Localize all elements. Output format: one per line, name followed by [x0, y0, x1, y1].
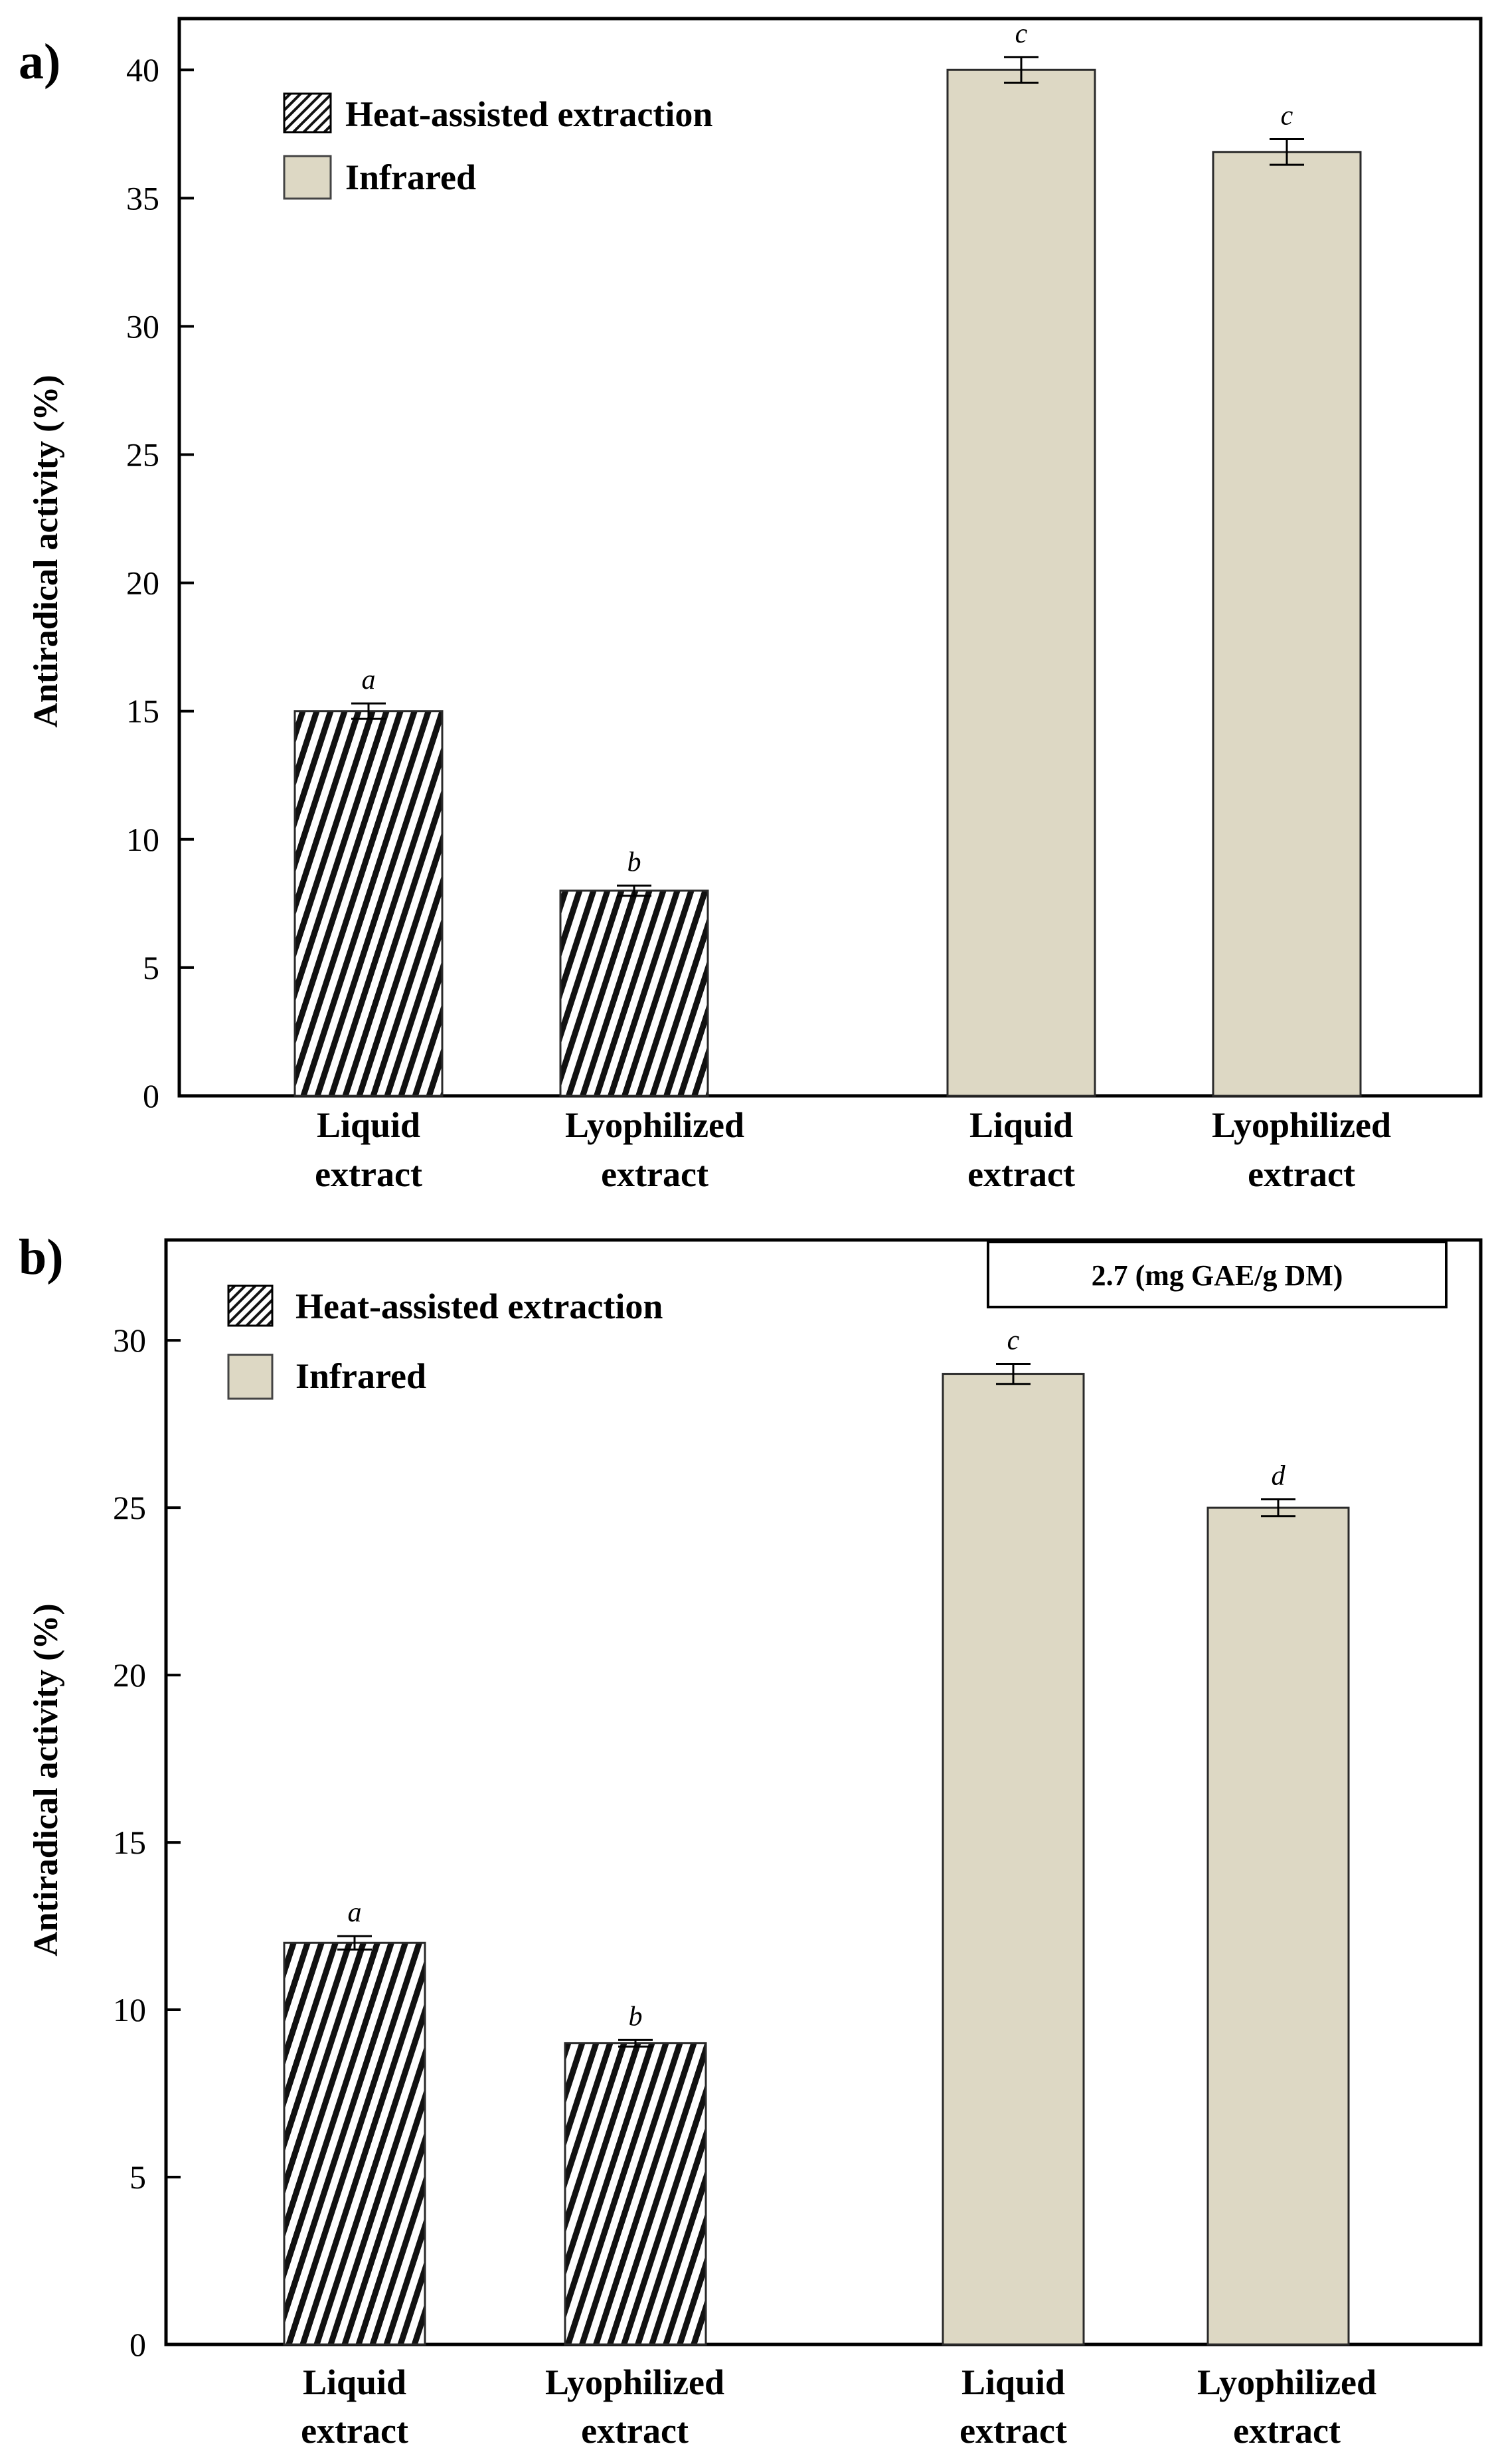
- panel-b-error-bar-1: [618, 2038, 653, 2048]
- panel-a-y-tick-label: 15: [126, 693, 159, 730]
- panel-a-bar-2: [946, 68, 1096, 1097]
- panel-b-y-tick-label: 0: [129, 2326, 146, 2363]
- panel-b-bar-1: [564, 2042, 707, 2346]
- panel-a-y-tick-label: 5: [143, 949, 159, 986]
- panel-b-x-label-heat-liquid-line1: Liquid: [303, 2362, 406, 2402]
- panel-a-legend-swatch-heat: [283, 92, 332, 133]
- panel-b-label: b): [19, 1229, 64, 1285]
- panel-b-y-tick-label: 10: [113, 1991, 146, 2028]
- panel-a-significance-letter-1: b: [627, 847, 641, 877]
- panel-b-y-tick-label: 25: [113, 1489, 146, 1526]
- panel-a-bar-1: [559, 889, 709, 1097]
- panel-a-significance-letter-3: c: [1281, 101, 1293, 132]
- panel-b-legend-swatch-heat: [227, 1284, 274, 1327]
- panel-a-error-bar-1: [617, 884, 651, 897]
- panel-a-y-tick-label: 40: [126, 51, 159, 88]
- panel-a-y-tick-label: 10: [126, 821, 159, 858]
- panel-b-y-axis-ticks: 0 5 10 15 20 25 30: [113, 1322, 181, 2363]
- panel-a-y-tick-label: 0: [143, 1077, 159, 1114]
- panel-b-error-bar-0: [337, 1935, 372, 1951]
- panel-b-y-tick-label: 5: [129, 2158, 146, 2196]
- panel-b-bar-2: [942, 1373, 1085, 2346]
- panel-a-x-axis-labels: Liquid extract Lyophilized extract Liqui…: [315, 1105, 1391, 1194]
- panel-a-bar-3: [1212, 151, 1362, 1097]
- panel-b-bar-0: [283, 1941, 426, 2346]
- panel-a-bar-0: [293, 710, 444, 1097]
- panel-a-x-label-heat-liquid-line2: extract: [315, 1154, 422, 1194]
- panel-b-significance-letter-3: d: [1272, 1461, 1286, 1492]
- panel-a: a) Antiradical activity (%) 0 5 10 15 20 25 30…: [19, 17, 1483, 1194]
- panel-b-legend-swatch-infrared: [227, 1354, 274, 1400]
- panel-a-x-label-infrared-liquid-line1: Liquid: [969, 1105, 1073, 1145]
- panel-a-y-tick-label: 35: [126, 179, 159, 217]
- panel-a-x-label-heat-lyophilized-line2: extract: [601, 1154, 708, 1194]
- panel-a-y-axis-label: Antiradical activity (%): [27, 375, 65, 727]
- panel-a-x-label-infrared-liquid-line2: extract: [967, 1154, 1075, 1194]
- panel-a-significance-letter-0: a: [362, 665, 376, 695]
- panel-b-x-label-infrared-liquid-line2: extract: [959, 2411, 1067, 2451]
- panel-a-label: a): [19, 34, 60, 90]
- panel-b-x-label-heat-lyophilized-line1: Lyophilized: [545, 2362, 724, 2402]
- panel-a-legend: Heat-assisted extraction Infrared: [283, 92, 712, 200]
- panel-a-plot-frame: [177, 17, 1483, 1098]
- panel-b-error-bar-2: [996, 1362, 1031, 1385]
- panel-b-x-label-heat-liquid-line2: extract: [301, 2411, 408, 2451]
- panel-b-note-box: 2.7 (mg GAE/g DM): [987, 1241, 1448, 1308]
- panel-a-x-label-infrared-lyophilized-line2: extract: [1248, 1154, 1355, 1194]
- panel-a-y-tick-label: 30: [126, 308, 159, 345]
- panel-b-note-text: 2.7 (mg GAE/g DM): [1092, 1259, 1343, 1292]
- panel-b-x-label-infrared-lyophilized-line1: Lyophilized: [1197, 2362, 1376, 2402]
- panel-b-significance-letter-0: a: [348, 1897, 362, 1928]
- panel-b-y-axis-label: Antiradical activity (%): [27, 1603, 65, 1956]
- panel-b-legend-label-heat: Heat-assisted extraction: [295, 1286, 663, 1326]
- panel-a-legend-label-heat: Heat-assisted extraction: [345, 94, 712, 134]
- panel-b-y-tick-label: 20: [113, 1656, 146, 1694]
- panel-a-x-label-infrared-lyophilized-line1: Lyophilized: [1212, 1105, 1391, 1145]
- panel-a-y-tick-label: 25: [126, 436, 159, 474]
- panel-a-significance-letter-2: c: [1015, 19, 1028, 49]
- panel-a-legend-label-infrared: Infrared: [345, 157, 476, 197]
- panel-b-error-bar-3: [1261, 1498, 1295, 1518]
- panel-a-x-label-heat-liquid-line1: Liquid: [317, 1105, 420, 1145]
- panel-b-significance-letter-1: b: [629, 2001, 643, 2032]
- panel-b-x-axis-labels: Liquid extract Lyophilized extract Liqui…: [301, 2362, 1376, 2451]
- panel-a-legend-swatch-infrared: [283, 155, 332, 200]
- panel-b-bars: a b c d: [283, 1325, 1350, 2346]
- panel-a-y-tick-label: 20: [126, 565, 159, 602]
- panel-b-x-label-infrared-liquid-line1: Liquid: [961, 2362, 1065, 2402]
- panel-b-y-tick-label: 15: [113, 1824, 146, 1861]
- panel-b-x-label-infrared-lyophilized-line2: extract: [1233, 2411, 1341, 2451]
- panel-b: b) Antiradical activity (%) 0 5 10 15 20 25 30…: [19, 1229, 1483, 2451]
- panel-b-legend: Heat-assisted extraction Infrared: [227, 1284, 663, 1400]
- panel-b-note-frame: [987, 1241, 1448, 1308]
- panel-a-x-label-heat-lyophilized-line1: Lyophilized: [565, 1105, 744, 1145]
- panel-b-plot-frame: [164, 1238, 1483, 2346]
- panel-b-legend-label-infrared: Infrared: [295, 1356, 426, 1396]
- panel-a-error-bar-0: [351, 702, 386, 720]
- panel-a-bars: a b c c: [293, 19, 1362, 1097]
- panel-a-y-axis-ticks: 0 5 10 15 20 25 30 35 40: [126, 51, 194, 1114]
- panel-b-y-tick-label: 30: [113, 1322, 146, 1359]
- panel-b-significance-letter-2: c: [1007, 1325, 1020, 1356]
- panel-a-error-bar-3: [1270, 138, 1304, 166]
- panel-b-x-label-heat-lyophilized-line2: extract: [581, 2411, 689, 2451]
- panel-a-error-bar-2: [1004, 56, 1038, 84]
- panel-b-bar-3: [1206, 1506, 1350, 2346]
